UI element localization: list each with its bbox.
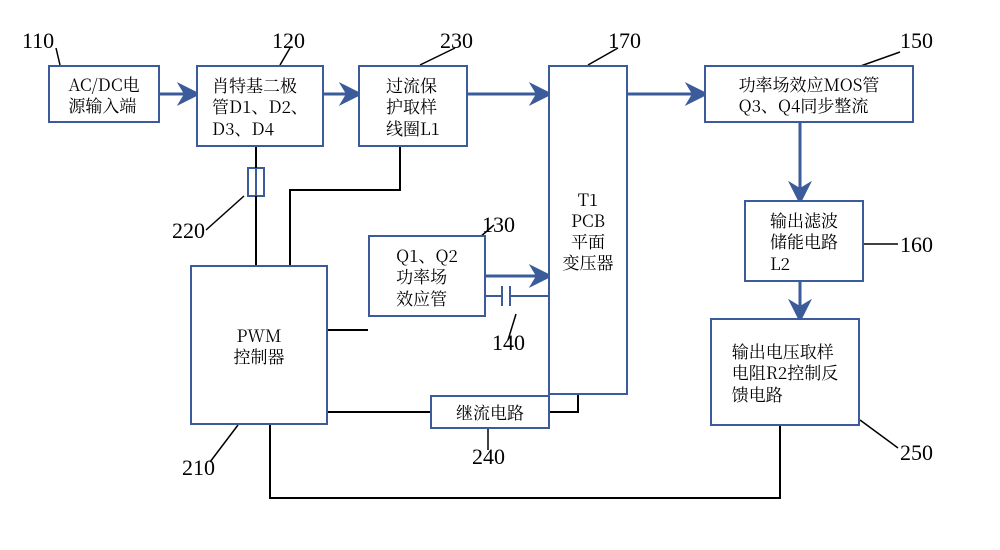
callout-l230: 230 — [440, 28, 473, 54]
block-b130: Q1、Q2 功率场 效应管 — [368, 235, 486, 317]
block-text: 输出滤波 储能电路 L2 — [770, 209, 838, 273]
callout-l170: 170 — [608, 28, 641, 54]
callout-l150: 150 — [900, 28, 933, 54]
block-text: 过流保 护取样 线圈L1 — [386, 74, 440, 138]
block-b210: PWM 控制器 — [190, 265, 328, 425]
block-b150: 功率场效应MOS管 Q3、Q4同步整流 — [704, 65, 914, 123]
callout-l250: 250 — [900, 440, 933, 466]
callout-l160: 160 — [900, 232, 933, 258]
block-b240: 继流电路 — [430, 395, 550, 429]
block-b110: AC/DC电 源输入端 — [48, 65, 160, 123]
block-diagram: AC/DC电 源输入端 肖特基二极 管D1、D2、 D3、D4 过流保 护取样 线圈… — [0, 0, 1000, 550]
block-b120: 肖特基二极 管D1、D2、 D3、D4 — [196, 65, 324, 147]
callout-l210: 210 — [182, 455, 215, 481]
callout-l220: 220 — [172, 218, 205, 244]
callout-l140: 140 — [492, 330, 525, 356]
block-text: PWM 控制器 — [234, 324, 285, 367]
block-text: AC/DC电 源输入端 — [68, 73, 139, 116]
callout-l120: 120 — [272, 28, 305, 54]
callout-l130: 130 — [482, 212, 515, 238]
block-text: T1 PCB 平面 变压器 — [563, 188, 614, 273]
block-text: 继流电路 — [456, 401, 524, 422]
callout-l110: 110 — [22, 28, 54, 54]
block-b230: 过流保 护取样 线圈L1 — [358, 65, 468, 147]
block-b170: T1 PCB 平面 变压器 — [548, 65, 628, 395]
block-text: 肖特基二极 管D1、D2、 D3、D4 — [212, 74, 308, 138]
callout-l240: 240 — [472, 444, 505, 470]
block-b250: 输出电压取样 电阻R2控制反 馈电路 — [710, 318, 860, 426]
block-text: 输出电压取样 电阻R2控制反 馈电路 — [732, 340, 839, 404]
block-b160: 输出滤波 储能电路 L2 — [744, 200, 864, 282]
block-text: 功率场效应MOS管 Q3、Q4同步整流 — [739, 73, 880, 116]
block-text: Q1、Q2 功率场 效应管 — [396, 244, 458, 308]
